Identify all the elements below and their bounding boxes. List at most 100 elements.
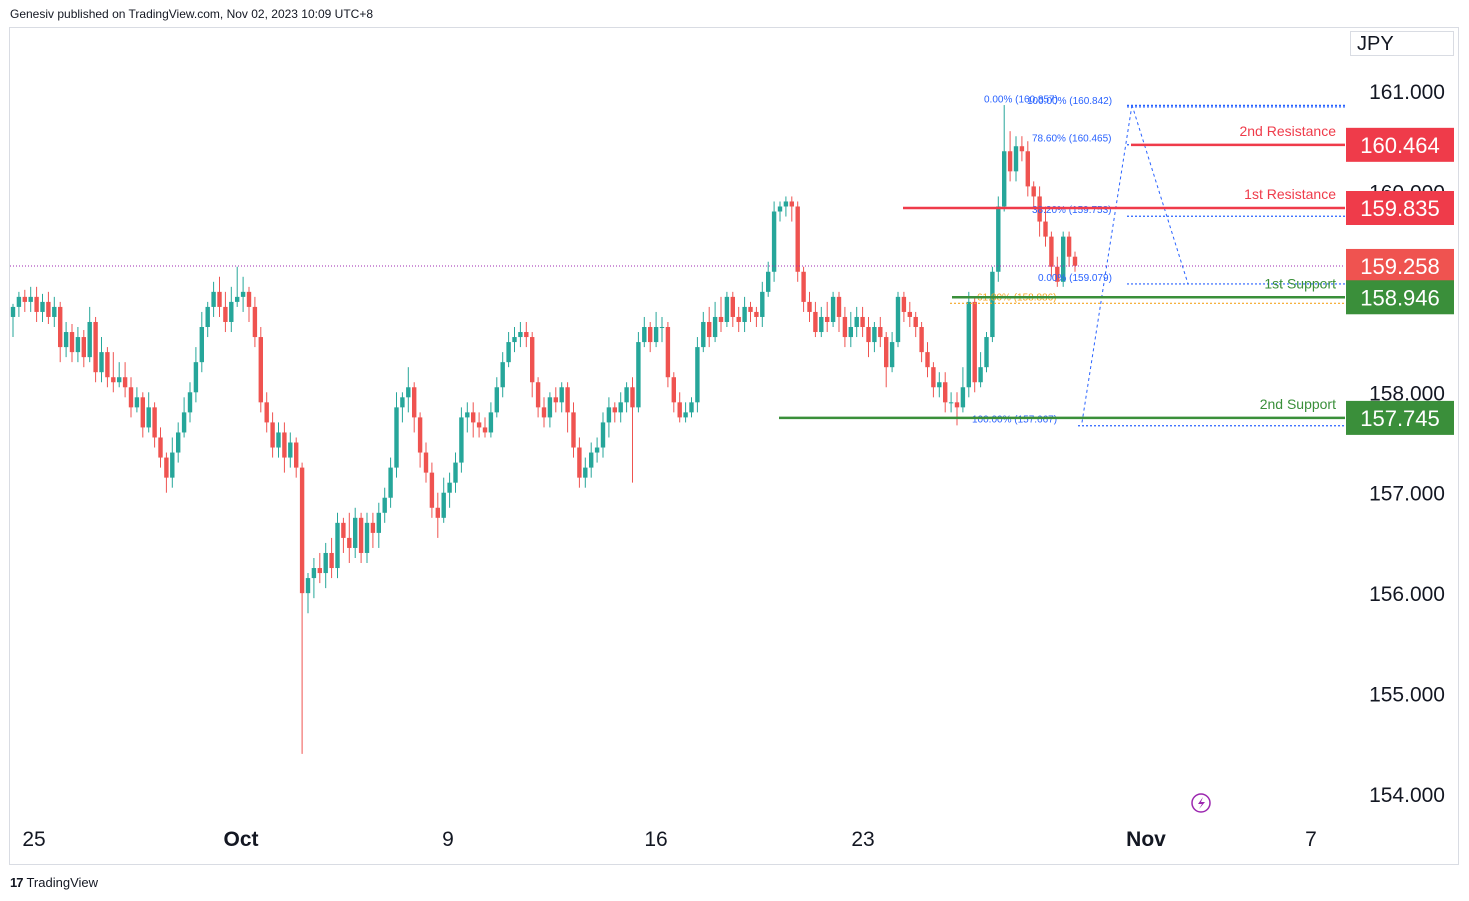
level-name-label: 2nd Resistance xyxy=(1239,123,1336,139)
candle-body xyxy=(984,337,989,368)
candle-body xyxy=(571,412,576,448)
date-tick-label: Oct xyxy=(223,828,258,851)
price-badge-label: 157.745 xyxy=(1360,406,1440,431)
candle-body xyxy=(618,402,623,413)
candle-body xyxy=(506,342,511,363)
candle-body xyxy=(229,301,234,322)
candle-body xyxy=(547,397,553,418)
price-tick-label: 158.000 xyxy=(1369,382,1445,405)
candle-body xyxy=(1013,146,1019,172)
candle-body xyxy=(146,407,151,428)
candle-body xyxy=(488,412,494,433)
candle-body xyxy=(117,377,122,383)
candle-body xyxy=(394,407,399,468)
candle-body xyxy=(347,537,352,548)
candle-body xyxy=(530,337,535,383)
candle-body xyxy=(476,422,482,428)
candle-body xyxy=(417,417,423,453)
levels-layer: 0.00% (160.857)100.00% (160.842) 78.60% (… xyxy=(10,94,1345,427)
candle-body xyxy=(594,447,600,453)
candle-body xyxy=(471,412,476,423)
price-badge-label: 160.464 xyxy=(1360,133,1440,158)
candle-body xyxy=(960,387,966,408)
fib-level-label: 100.00% (160.842) xyxy=(1027,96,1112,107)
candle-body xyxy=(948,402,954,404)
date-tick-label: 23 xyxy=(851,828,874,851)
fib-level-label: 100.00% (157.667) xyxy=(972,415,1057,426)
chart-frame xyxy=(9,27,1459,865)
price-badge xyxy=(1346,400,1454,435)
candle-body xyxy=(1049,236,1054,267)
candle-body xyxy=(589,452,594,468)
candle-body xyxy=(754,311,759,317)
date-tick-label: 9 xyxy=(442,828,454,851)
candle-body xyxy=(842,316,848,338)
candle-body xyxy=(612,407,617,413)
candle-body xyxy=(954,402,960,408)
candle-body xyxy=(919,327,924,353)
candle-body xyxy=(807,301,812,312)
candle-body xyxy=(22,296,27,302)
publish-header: Genesiv published on TradingView.com, No… xyxy=(10,7,373,21)
price-badge xyxy=(1346,248,1454,283)
footer-brand[interactable]: 17 TradingView xyxy=(10,875,98,890)
candle-body xyxy=(282,432,287,458)
candle-body xyxy=(766,271,771,292)
fib-level-label: 78.60% (160.465) xyxy=(1032,134,1112,145)
candle-body xyxy=(81,337,86,358)
candle-body xyxy=(288,442,293,458)
candle-body xyxy=(34,296,39,312)
candle-body xyxy=(577,447,582,478)
date-tick-label: 25 xyxy=(22,828,45,851)
candle-body xyxy=(382,497,387,513)
candle-body xyxy=(559,387,564,403)
candle-body xyxy=(164,457,169,478)
candle-body xyxy=(111,377,116,383)
candle-body xyxy=(305,578,311,594)
candle-body xyxy=(441,492,446,518)
candle-body xyxy=(447,482,452,493)
candle-body xyxy=(105,352,110,378)
candle-body xyxy=(435,507,440,518)
candle-body xyxy=(677,402,682,418)
candle-body xyxy=(736,316,741,322)
candle-body xyxy=(978,367,983,383)
candle-body xyxy=(937,382,942,388)
candle-body xyxy=(205,306,210,328)
candle-body xyxy=(406,387,411,398)
fib-trend-line-2 xyxy=(1131,104,1189,284)
currency-label[interactable]: JPY xyxy=(1350,31,1454,56)
candle-body xyxy=(683,412,688,418)
candle-body xyxy=(512,337,517,343)
candle-body xyxy=(75,337,81,353)
candle-body xyxy=(235,296,240,302)
candle-body xyxy=(52,306,57,317)
candle-body xyxy=(836,296,842,317)
candle-body xyxy=(264,402,269,423)
fib-trend-line xyxy=(1081,104,1133,423)
candle-body xyxy=(771,211,777,272)
candle-body xyxy=(777,206,783,212)
candle-body xyxy=(134,397,140,408)
candle-body xyxy=(353,517,358,548)
candle-body xyxy=(276,432,281,448)
candle-body xyxy=(913,316,918,328)
lightning-icon[interactable] xyxy=(1191,793,1211,813)
candle-body xyxy=(872,327,877,343)
tradingview-logo-icon: 17 xyxy=(10,875,24,890)
candle-body xyxy=(854,316,859,328)
candle-body xyxy=(795,206,800,272)
candle-body xyxy=(1025,151,1030,187)
candle-body xyxy=(819,316,824,333)
candle-body xyxy=(453,462,458,483)
candle-body xyxy=(889,342,895,368)
candle-body xyxy=(1002,151,1007,207)
price-badge xyxy=(1346,190,1454,225)
price-axis: 161.000160.000158.000157.000156.000155.0… xyxy=(1369,81,1445,807)
candle-body xyxy=(642,327,647,343)
candle-body xyxy=(10,306,16,317)
candle-body xyxy=(689,402,694,413)
candle-body xyxy=(16,296,22,307)
price-badge xyxy=(1346,280,1454,315)
